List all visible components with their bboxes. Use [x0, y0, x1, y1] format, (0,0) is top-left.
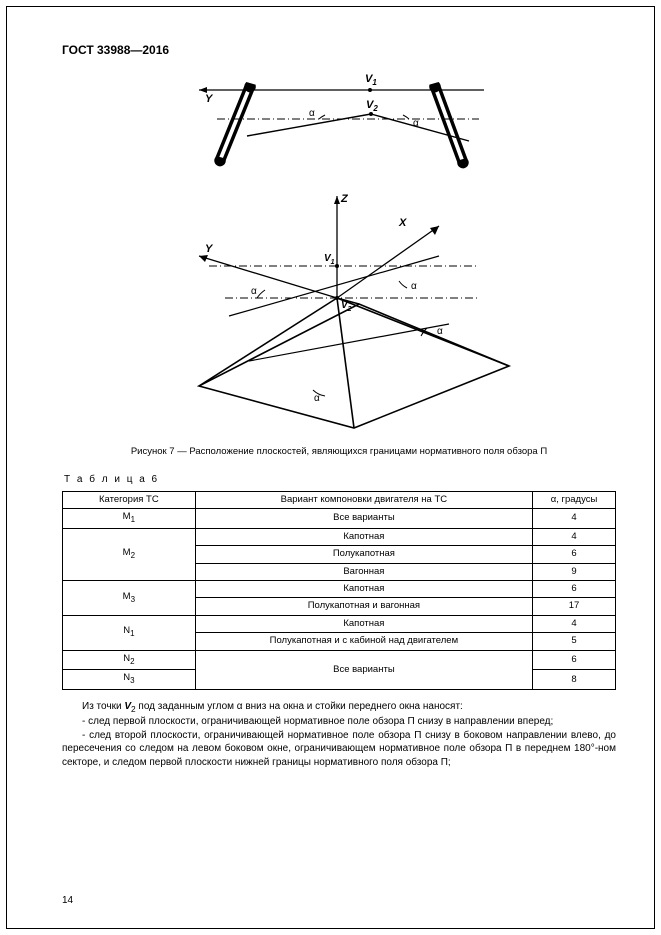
page-number: 14 [62, 894, 73, 908]
svg-text:Y: Y [205, 243, 214, 255]
svg-text:α: α [413, 118, 419, 129]
body-text: Из точки V2 под заданным углом α вниз на… [62, 700, 616, 769]
table-label: Т а б л и ц а 6 [64, 473, 616, 487]
svg-text:Z: Z [340, 193, 349, 205]
svg-text:α: α [437, 326, 443, 337]
svg-text:α: α [251, 286, 257, 297]
figure-7-top: Y V1 V2 α α [62, 66, 616, 186]
svg-text:V1: V1 [324, 253, 335, 266]
table-row: M2 Капотная 4 [63, 528, 616, 545]
figure-caption: Рисунок 7 — Расположение плоскостей, явл… [62, 446, 616, 459]
th-alpha: α, градусы [533, 491, 616, 508]
table-row: N2 Все варианты 6 [63, 650, 616, 670]
figure-7-bottom: Z X Y V1 V2 α α α α [62, 186, 616, 436]
svg-text:X: X [398, 217, 407, 229]
svg-text:α: α [309, 108, 315, 119]
table-row: M3 Капотная 6 [63, 580, 616, 597]
table-row: N1 Капотная 4 [63, 615, 616, 632]
svg-text:V2: V2 [366, 99, 378, 113]
label-Y: Y [205, 93, 214, 105]
table-row: M1 Все варианты 4 [63, 508, 616, 528]
svg-text:α: α [411, 281, 417, 292]
doc-header: ГОСТ 33988—2016 [62, 42, 616, 58]
table-6: Категория ТС Вариант компоновки двигател… [62, 491, 616, 691]
svg-text:V1: V1 [365, 73, 377, 87]
th-variant: Вариант компоновки двигателя на ТС [195, 491, 532, 508]
th-category: Категория ТС [63, 491, 196, 508]
